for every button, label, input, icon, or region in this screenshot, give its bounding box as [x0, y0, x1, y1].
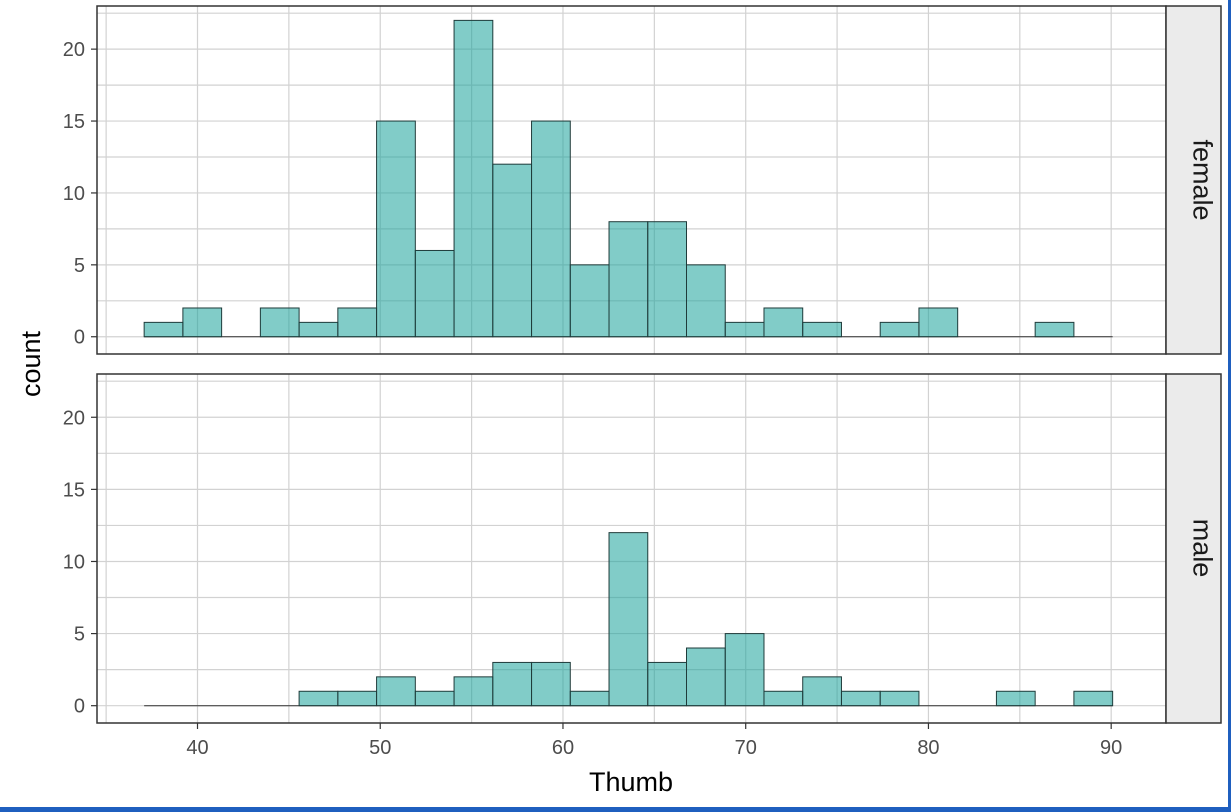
- histogram-bar: [686, 264, 726, 338]
- histogram-bar: [337, 690, 378, 707]
- panel-male-strip-label: male: [1188, 519, 1218, 578]
- x-axis-title: Thumb: [589, 767, 673, 797]
- panel-female-strip: [1165, 5, 1222, 355]
- histogram-bar: [763, 307, 804, 338]
- window-bottom-edge: [0, 807, 1231, 812]
- histogram-bar: [453, 19, 494, 338]
- histogram-bar: [724, 633, 765, 707]
- histogram-bar: [1073, 690, 1114, 707]
- panel-male-y-axis: 0 5 10 15 20: [63, 407, 97, 718]
- y-tick-label: 0: [74, 327, 85, 349]
- histogram-bar: [1034, 321, 1075, 338]
- histogram-bar: [608, 532, 649, 707]
- panel-male-bars: [144, 532, 1114, 707]
- histogram-bar: [143, 321, 184, 338]
- histogram-bar: [686, 647, 726, 707]
- panel-female-strip-label: female: [1188, 139, 1218, 220]
- panel-male: male 0 5 10 15 20: [63, 373, 1222, 724]
- histogram-bar: [608, 221, 649, 338]
- x-tick-label: 50: [369, 737, 391, 759]
- histogram-bar: [337, 307, 378, 338]
- histogram-bar: [918, 307, 959, 338]
- x-tick-label: 70: [735, 737, 757, 759]
- histogram-bar: [763, 690, 804, 707]
- panel-female-bars: [143, 19, 1113, 338]
- histogram-bar: [414, 690, 455, 707]
- histogram-bar: [259, 307, 300, 338]
- histogram-bar: [802, 676, 842, 707]
- panel-male-strip: [1165, 373, 1222, 724]
- histogram-bar: [569, 264, 610, 338]
- histogram-bar: [879, 321, 920, 338]
- panel-female-y-axis: 0 5 10 15 20: [63, 39, 97, 349]
- y-tick-label: 10: [63, 183, 85, 205]
- y-axis-title: count: [16, 330, 46, 397]
- histogram-bar: [376, 676, 416, 707]
- x-tick-label: 90: [1100, 737, 1122, 759]
- histogram-bar: [840, 690, 881, 707]
- histogram-bar: [647, 661, 688, 707]
- y-tick-label: 15: [63, 111, 85, 133]
- histogram-bar: [453, 676, 494, 707]
- y-tick-label: 5: [74, 255, 85, 277]
- x-axis: 40 50 60 70 80 90: [186, 723, 1122, 759]
- histogram-bar: [298, 321, 339, 338]
- y-tick-label: 15: [63, 479, 85, 501]
- histogram-bar: [376, 120, 416, 338]
- histogram-bar: [569, 690, 610, 707]
- y-tick-label: 20: [63, 39, 85, 61]
- histogram-bar: [492, 661, 533, 707]
- histogram-bar: [531, 120, 571, 338]
- x-tick-label: 60: [552, 737, 574, 759]
- y-tick-label: 5: [74, 624, 85, 646]
- histogram-bar: [647, 221, 688, 338]
- histogram-bar: [182, 307, 223, 338]
- histogram-bar: [492, 163, 533, 338]
- panel-female: female 0 5 10 15 20: [63, 5, 1222, 355]
- x-tick-label: 80: [917, 737, 939, 759]
- x-tick-label: 40: [186, 737, 208, 759]
- histogram-bar: [724, 321, 765, 338]
- y-tick-label: 20: [63, 407, 85, 429]
- histogram-bar: [802, 321, 842, 338]
- window-right-edge: [1228, 0, 1231, 812]
- histogram-bar: [879, 690, 920, 707]
- y-tick-label: 0: [74, 696, 85, 718]
- histogram-bar: [995, 690, 1036, 707]
- histogram-bar: [531, 661, 571, 707]
- histogram-bar: [414, 249, 455, 338]
- histogram-bar: [298, 690, 339, 707]
- y-tick-label: 10: [63, 551, 85, 573]
